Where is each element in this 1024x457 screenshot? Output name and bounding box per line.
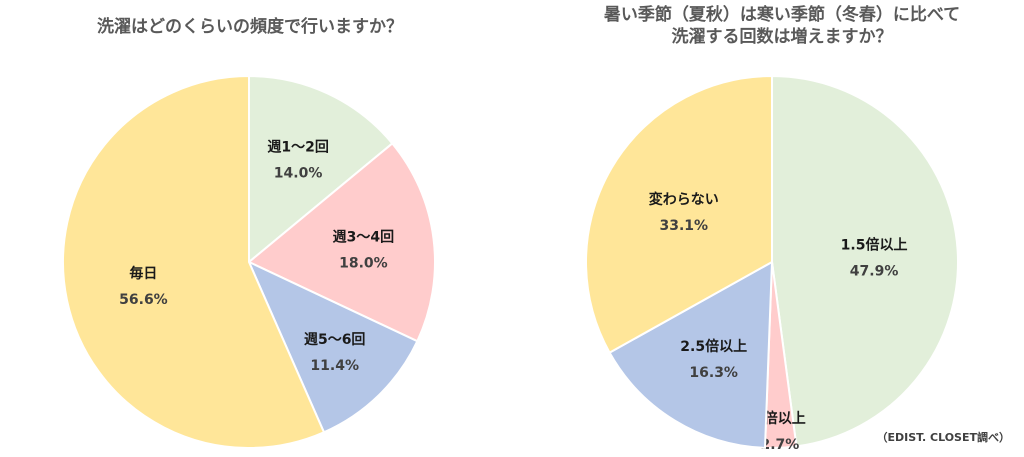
slice-label: 変わらない: [649, 191, 719, 208]
slice-percent: 47.9%: [850, 263, 899, 279]
source-note: （EDIST. CLOSET調べ）: [876, 431, 1010, 444]
slice-percent: 2.7%: [760, 437, 799, 453]
chart-title: 洗濯はどのくらいの頻度で行いますか？: [0, 16, 500, 38]
pie-slice: [248, 74, 394, 265]
chart-title-line: 洗濯はどのくらいの頻度で行いますか？: [97, 17, 403, 37]
pie-slice: [247, 142, 436, 343]
slice-percent: 18.0%: [339, 256, 388, 272]
pie-slice: [247, 259, 419, 434]
pie-slice: [62, 74, 326, 449]
pie-chart-svg: 週1～2回 14.0% 週3～4回 18.0% 週5～6回 11.4% 毎日 56.6%: [62, 74, 436, 449]
chart-title-line: 暑い季節（夏秋）は寒い季節（冬春）に比べて: [603, 5, 961, 25]
slice-label: 2.5倍以上: [680, 338, 747, 355]
slice-percent: 56.6%: [119, 292, 168, 308]
chart-washing-frequency: 洗濯はどのくらいの頻度で行いますか？ 週1～2回 14.0% 週3～4回 18.0% 週…: [0, 0, 500, 457]
slice-label: 週3～4回: [333, 230, 394, 246]
slice-label: 週5～6回: [304, 332, 365, 348]
slice-label: 1.5倍以上: [841, 236, 908, 253]
pie-slice: [585, 74, 773, 354]
slice-percent: 33.1%: [659, 218, 708, 234]
slice-label: 週1～2回: [267, 140, 328, 156]
chart-title-line: 洗濯する回数は増えますか？: [671, 27, 893, 47]
slice-label: 毎日: [129, 265, 157, 282]
slice-percent: 14.0%: [274, 166, 323, 182]
slice-percent: 11.4%: [310, 358, 359, 374]
slice-percent: 16.3%: [689, 365, 738, 381]
chart-summer-increase: 暑い季節（夏秋）は寒い季節（冬春）に比べて 洗濯する回数は増えますか？ 1.5倍…: [540, 0, 1024, 457]
pie-slice: [608, 260, 774, 449]
pie-slice: [771, 74, 959, 448]
chart-title: 暑い季節（夏秋）は寒い季節（冬春）に比べて 洗濯する回数は増えますか？: [540, 4, 1024, 48]
